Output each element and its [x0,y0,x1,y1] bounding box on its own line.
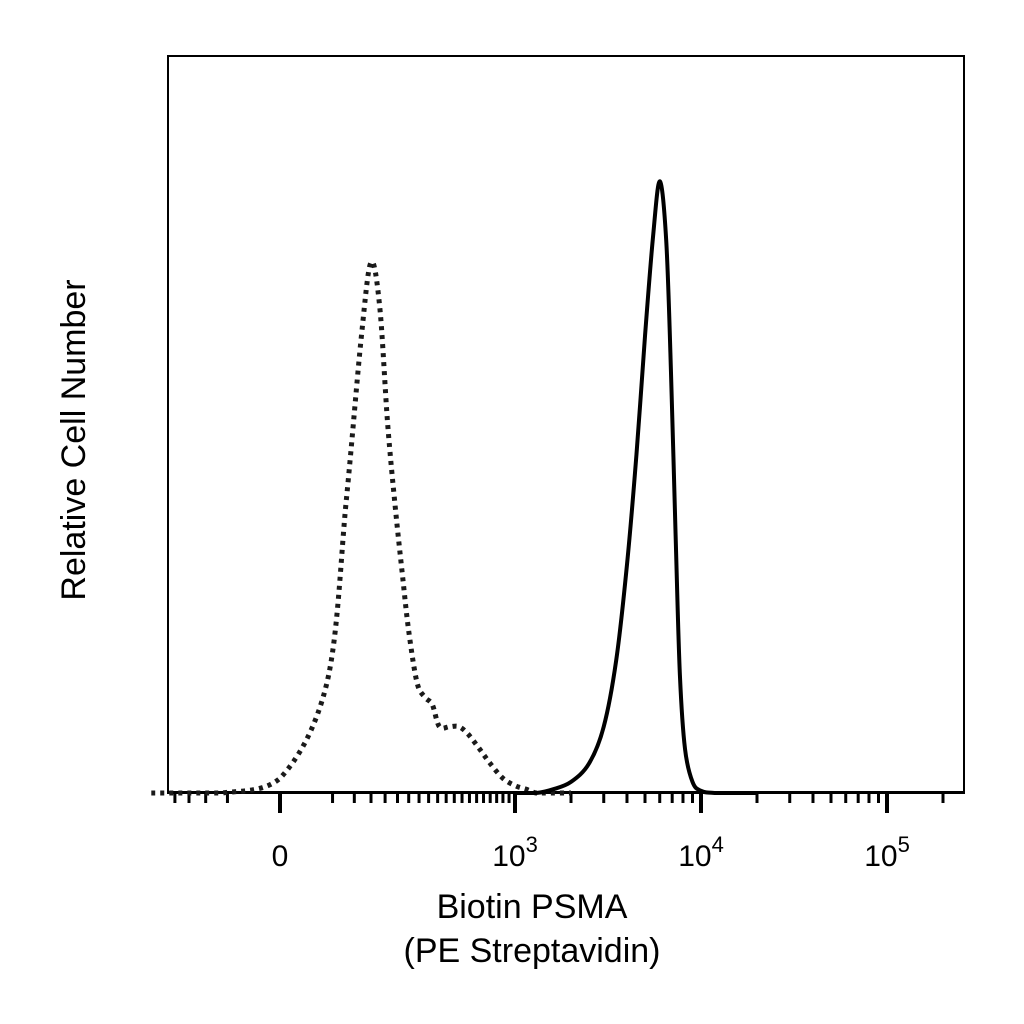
x-tick-label-0: 0 [272,840,289,873]
x-axis-tick-labels: 0 103 104 105 [272,832,910,873]
series-0-dotted-line [151,259,571,796]
x-axis-label-line1: Biotin PSMA [437,888,628,926]
x-tick-label-2: 104 [678,832,724,873]
series-1-solid-line [515,179,757,795]
series-layer [151,179,757,796]
y-axis-label: Relative Cell Number [55,279,93,600]
x-tick-label-1: 103 [492,832,538,873]
x-axis-label-line2: (PE Streptavidin) [404,932,661,970]
x-tick-label-3: 105 [864,832,910,873]
plot-frame [167,55,965,794]
x-axis-major-ticks [278,793,889,813]
x-axis-minor-ticks [168,791,964,803]
